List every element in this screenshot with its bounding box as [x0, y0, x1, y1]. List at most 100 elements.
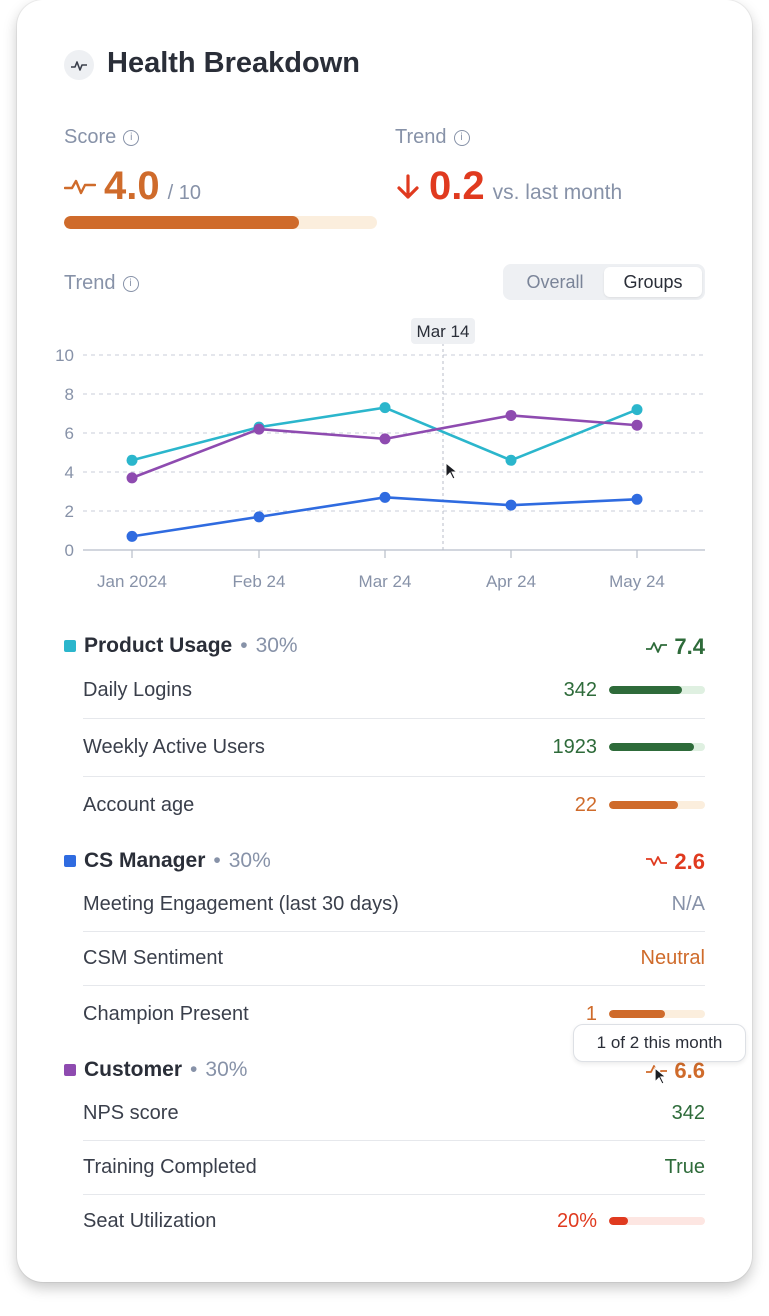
metric-label: Champion Present	[83, 1002, 249, 1025]
data-point	[379, 491, 391, 503]
metric-value: 1923	[552, 735, 598, 758]
trend-up-icon	[646, 642, 668, 653]
y-tick-label: 4	[65, 463, 74, 482]
info-icon[interactable]: i	[453, 129, 470, 146]
data-point	[253, 511, 265, 523]
group-score-value: 2.6	[674, 849, 705, 874]
metric-row: Daily Logins 342	[83, 676, 705, 704]
data-point	[126, 454, 138, 466]
metric-row: Champion Present 1	[83, 1000, 705, 1028]
legend-swatch	[64, 640, 76, 652]
metric-bar	[609, 1010, 705, 1018]
data-point	[631, 404, 643, 416]
trend-line-chart[interactable]: 0 2 4 6 8 10 Jan 2024 Feb 24 Mar 24 Apr 24 May 24 M…	[17, 310, 752, 600]
data-point	[253, 423, 265, 435]
data-point	[379, 402, 391, 414]
metric-row: Meeting Engagement (last 30 days) N/A	[83, 890, 705, 918]
metric-bar-fill	[609, 1010, 665, 1018]
metric-row: Seat Utilization 20%	[83, 1207, 705, 1235]
cursor-icon	[654, 1066, 668, 1085]
score-row: 4.0 / 10	[64, 164, 201, 209]
trend-summary-label: Trend	[395, 126, 447, 148]
series-line-cs-manager	[131, 496, 638, 538]
trend-chart-label: Trend	[64, 272, 116, 294]
metric-bar	[609, 1217, 705, 1225]
metric-bar-fill	[609, 743, 695, 751]
metric-row: Training Completed True	[83, 1153, 705, 1181]
metric-bar	[609, 743, 705, 751]
divider	[83, 718, 705, 719]
x-tick-label: Mar 24	[359, 572, 412, 591]
metric-value: True	[664, 1155, 705, 1178]
group-name: Customer	[84, 1058, 183, 1081]
hover-label-bg	[411, 318, 475, 344]
trend-chart-label-group: Trend i	[64, 272, 139, 295]
metric-label: Seat Utilization	[83, 1209, 217, 1232]
trend-summary-suffix: vs. last month	[492, 181, 623, 204]
group-weight: 30%	[228, 849, 271, 872]
metric-label: Account age	[83, 793, 195, 816]
group-score[interactable]: 2.6	[645, 849, 705, 875]
y-tick-label: 10	[55, 346, 74, 365]
metric-label: Daily Logins	[83, 678, 192, 701]
score-label-group: Score i	[64, 126, 140, 149]
score-progress-fill	[64, 216, 299, 229]
pulse-icon	[64, 50, 94, 80]
metric-label: Weekly Active Users	[83, 735, 265, 758]
info-icon[interactable]: i	[122, 275, 139, 292]
cursor-icon	[445, 461, 459, 480]
pulse-icon	[64, 179, 96, 194]
metric-bar	[609, 801, 705, 809]
group-score[interactable]: 7.4	[645, 634, 705, 660]
data-point	[126, 530, 138, 542]
divider	[83, 931, 705, 932]
divider	[83, 985, 705, 986]
card-title: Health Breakdown	[107, 47, 360, 79]
group-score-value: 6.6	[674, 1058, 705, 1083]
data-point	[631, 493, 643, 505]
tooltip: 1 of 2 this month	[573, 1024, 746, 1062]
data-point	[505, 454, 517, 466]
group-name: Product Usage	[84, 634, 233, 657]
data-point	[631, 419, 643, 431]
toggle-overall[interactable]: Overall	[526, 271, 584, 292]
score-max: / 10	[167, 182, 201, 204]
trend-summary-value: 0.2	[429, 164, 485, 208]
metric-bar-fill	[609, 1217, 629, 1225]
x-tick-label: Jan 2024	[97, 572, 167, 591]
series-line-customer	[131, 414, 638, 480]
view-toggle: Overall Groups	[503, 264, 705, 300]
x-tick-label: May 24	[609, 572, 665, 591]
metric-value: 22	[574, 793, 597, 816]
hover-label: Mar 14	[417, 322, 470, 341]
score-value: 4.0	[104, 164, 160, 208]
metric-value: 342	[671, 1101, 705, 1124]
group-header: Product Usage • 30%	[64, 634, 298, 658]
score-progress-bar	[64, 216, 377, 229]
trend-summary-label-group: Trend i	[395, 126, 470, 149]
group-score-value: 7.4	[674, 634, 705, 659]
metric-label: Training Completed	[83, 1155, 257, 1178]
metric-value: N/A	[671, 892, 705, 915]
legend-swatch	[64, 1064, 76, 1076]
group-header: CS Manager • 30%	[64, 849, 271, 873]
divider	[83, 1140, 705, 1141]
group-weight: 30%	[255, 634, 298, 657]
y-tick-label: 2	[65, 502, 74, 521]
metric-row: CSM Sentiment Neutral	[83, 944, 705, 972]
toggle-groups[interactable]: Groups	[604, 267, 702, 297]
trend-summary-row: 0.2 vs. last month	[395, 164, 622, 209]
data-point	[126, 472, 138, 484]
x-tick-label: Apr 24	[486, 572, 536, 591]
info-icon[interactable]: i	[123, 129, 140, 146]
y-tick-label: 8	[65, 385, 74, 404]
group-bullet: •	[240, 634, 248, 657]
legend-swatch	[64, 855, 76, 867]
arrow-down-icon	[397, 173, 419, 199]
data-point	[505, 499, 517, 511]
metric-label: CSM Sentiment	[83, 946, 224, 969]
metric-bar-fill	[609, 801, 679, 809]
trend-down-icon	[646, 856, 668, 866]
metric-row: Account age 22	[83, 791, 705, 819]
group-weight: 30%	[205, 1058, 248, 1081]
